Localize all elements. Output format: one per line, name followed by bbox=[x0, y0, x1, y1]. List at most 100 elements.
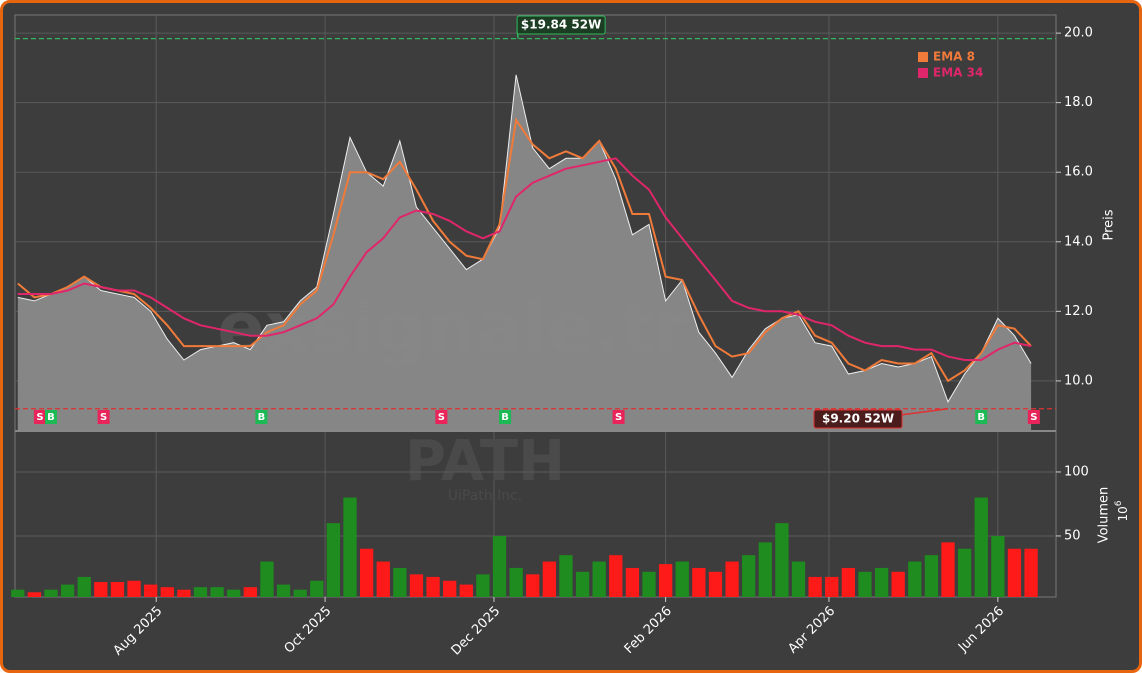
signal-marker bbox=[435, 410, 448, 424]
volume-bar bbox=[127, 580, 141, 597]
signal-marker bbox=[255, 410, 268, 424]
volume-bar bbox=[459, 584, 473, 597]
annotation-arrow bbox=[899, 407, 949, 416]
signal-marker bbox=[33, 410, 46, 424]
volume-bar bbox=[210, 587, 224, 597]
legend-swatch bbox=[918, 68, 928, 78]
volume-bar bbox=[526, 574, 540, 597]
volume-bar bbox=[343, 497, 357, 597]
volume-bar bbox=[393, 567, 407, 597]
annotation-box bbox=[813, 409, 903, 429]
volume-bar bbox=[293, 589, 307, 597]
volume-bar bbox=[193, 587, 208, 597]
y-tick-label: 16.0 bbox=[1064, 165, 1093, 180]
annotation-box bbox=[516, 15, 606, 35]
volume-bar bbox=[924, 555, 939, 597]
legend-label: EMA 8 bbox=[933, 50, 975, 64]
y-axis-label: Volumen bbox=[1097, 487, 1112, 544]
volume-bar bbox=[443, 580, 457, 597]
volume-bar bbox=[858, 571, 872, 597]
price-area bbox=[17, 74, 1032, 432]
signal-label: S bbox=[1030, 412, 1037, 423]
ema-line bbox=[17, 157, 1032, 361]
signal-marker bbox=[975, 410, 988, 424]
volume-bar bbox=[808, 576, 822, 597]
y-tick-label: 14.0 bbox=[1064, 234, 1093, 249]
annotation-label: $19.84 52W bbox=[521, 18, 601, 32]
volume-bar bbox=[509, 567, 523, 597]
y-axis-label: Preis bbox=[1102, 209, 1117, 240]
signal-label: B bbox=[977, 412, 985, 423]
x-tick-label: Dec 2025 bbox=[449, 604, 504, 659]
volume-bar bbox=[575, 571, 590, 597]
volume-bar bbox=[592, 561, 606, 597]
signal-label: B bbox=[47, 412, 55, 423]
volume-bar bbox=[276, 584, 291, 597]
x-tick-label: Aug 2025 bbox=[111, 604, 166, 659]
legend-label: EMA 34 bbox=[933, 66, 983, 80]
volume-bar bbox=[542, 561, 556, 597]
signal-label: S bbox=[36, 412, 43, 423]
volume-bar bbox=[791, 561, 806, 597]
x-tick-label: Oct 2025 bbox=[282, 604, 335, 657]
chart: exsignale.tr10.012.014.016.018.020.0Aug … bbox=[11, 14, 1130, 659]
volume-bar bbox=[974, 497, 988, 597]
volume-bar bbox=[1024, 548, 1038, 597]
ticker-watermark: PATH bbox=[405, 429, 565, 494]
volume-bar bbox=[476, 574, 490, 597]
volume-bar bbox=[11, 589, 25, 597]
volume-bar bbox=[359, 548, 374, 597]
signal-marker bbox=[44, 410, 57, 424]
signal-marker bbox=[97, 410, 110, 424]
volume-bar bbox=[658, 564, 673, 597]
x-tick-label: Jun 2026 bbox=[955, 604, 1007, 656]
volume-bar bbox=[908, 561, 922, 597]
annotation-label: $9.20 52W bbox=[822, 412, 894, 426]
volume-bar bbox=[559, 555, 573, 597]
y-axis-unit: 106 bbox=[1114, 500, 1130, 521]
volume-bar bbox=[957, 548, 972, 597]
unit-exponent: 6 bbox=[1114, 500, 1124, 506]
volume-bar bbox=[775, 523, 789, 597]
volume-bar bbox=[409, 574, 424, 597]
volume-bar bbox=[991, 535, 1005, 597]
volume-bar bbox=[891, 571, 905, 597]
ema-line bbox=[17, 117, 1032, 383]
signal-label: B bbox=[258, 412, 266, 423]
y-tick-label: 100 bbox=[1064, 464, 1089, 479]
volume-bar bbox=[27, 592, 42, 597]
volume-bar bbox=[426, 576, 440, 597]
volume-bar bbox=[60, 584, 75, 597]
volume-bar bbox=[310, 580, 324, 597]
signal-marker bbox=[612, 410, 625, 424]
volume-bar bbox=[841, 567, 855, 597]
unit-base: 10 bbox=[1116, 506, 1130, 521]
volume-bar bbox=[160, 587, 174, 597]
signal-label: S bbox=[100, 412, 107, 423]
volume-bar bbox=[708, 571, 723, 597]
volume-bar bbox=[492, 535, 507, 597]
volume-bar bbox=[110, 582, 125, 597]
volume-bar bbox=[376, 561, 390, 597]
signal-label: S bbox=[438, 412, 445, 423]
volume-bar bbox=[825, 576, 839, 597]
y-tick-label: 50 bbox=[1064, 528, 1081, 543]
volume-bar bbox=[742, 555, 756, 597]
volume-bar bbox=[243, 587, 257, 597]
legend-swatch bbox=[918, 52, 928, 62]
volume-bar bbox=[326, 523, 341, 597]
volume-bar bbox=[94, 582, 108, 597]
y-tick-label: 10.0 bbox=[1064, 373, 1093, 388]
x-tick-label: Feb 2026 bbox=[622, 604, 675, 657]
price-line bbox=[17, 74, 1032, 403]
volume-bar bbox=[44, 589, 58, 597]
volume-bar bbox=[725, 561, 739, 597]
volume-bar bbox=[941, 542, 955, 597]
y-tick-label: 20.0 bbox=[1064, 26, 1093, 41]
volume-bar bbox=[144, 584, 158, 597]
signal-marker bbox=[499, 410, 512, 424]
volume-bar bbox=[625, 567, 640, 597]
x-tick-label: Apr 2026 bbox=[785, 604, 838, 657]
volume-bar bbox=[758, 542, 772, 597]
